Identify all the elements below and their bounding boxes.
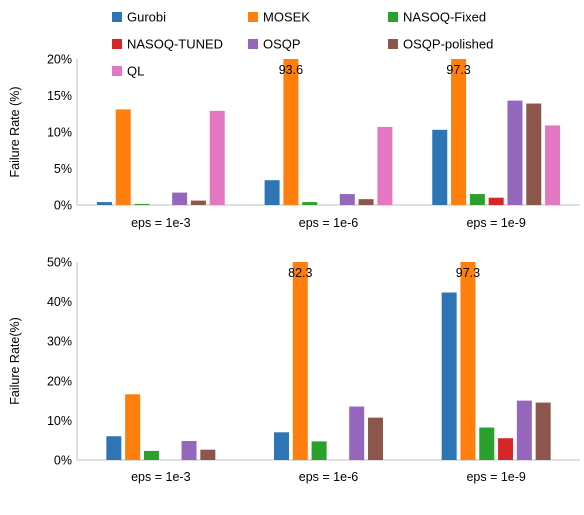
legend-swatch	[112, 39, 122, 49]
bar-ql	[209, 110, 225, 205]
bar-osqp	[172, 192, 188, 205]
bar-osqp	[181, 440, 197, 460]
bar-mosek	[451, 59, 467, 205]
bar-osqp-polished	[368, 417, 383, 460]
y-axis-label: Failure Rate(%)	[8, 317, 22, 405]
x-category-label: eps = 1e-9	[466, 470, 525, 484]
y-tick-label: 10%	[47, 414, 72, 428]
chart-panel-2: 0% 10% 20% 30% 40% 50% Failure Rate(%) eps = 1e…	[8, 256, 580, 484]
y-tick-label: 0%	[54, 199, 72, 213]
bar-nasoq-fixed	[302, 202, 318, 205]
x-category-label: eps = 1e-6	[299, 470, 358, 484]
bar-ql	[377, 126, 393, 205]
legend-label: NASOQ-Fixed	[403, 10, 486, 25]
legend-item-mosek: MOSEK	[248, 10, 310, 25]
legend-swatch	[248, 12, 258, 22]
bar-ql	[545, 125, 561, 205]
bar-nasoq-fixed	[143, 450, 159, 460]
bar-osqp-polished	[535, 402, 551, 460]
bar-mosek	[115, 109, 131, 205]
bar-osqp-polished	[200, 449, 216, 460]
data-label: 97.3	[446, 63, 470, 77]
bar-nasoq-tuned	[498, 438, 514, 460]
data-label: 82.3	[288, 266, 312, 280]
y-tick-label: 20%	[47, 374, 72, 388]
legend-label: MOSEK	[263, 10, 310, 25]
legend-swatch	[388, 12, 398, 22]
legend-item-ql: QL	[112, 64, 144, 79]
x-category-label: eps = 1e-6	[299, 216, 358, 230]
legend-item-gurobi: Gurobi	[112, 10, 166, 25]
y-tick-label: 30%	[47, 335, 72, 349]
y-tick-label: 20%	[47, 53, 72, 67]
bar-mosek	[292, 262, 308, 460]
legend: Gurobi MOSEK NASOQ-Fixed NASOQ-TUNED OSQP OSQ…	[112, 10, 493, 79]
y-tick-label: 0%	[54, 454, 72, 468]
legend-swatch	[248, 39, 258, 49]
chart-panel-1: 0% 5% 10% 15% 20% Failure Rate (%) eps = 1e-3 e…	[8, 53, 580, 230]
bar-nasoq-tuned	[488, 197, 504, 205]
legend-label: Gurobi	[127, 10, 166, 25]
bar-mosek	[125, 394, 141, 460]
bar-gurobi	[432, 129, 448, 205]
bar-nasoq-fixed	[311, 441, 327, 460]
legend-item-osqp-polished: OSQP-polished	[388, 37, 493, 52]
x-category-label: eps = 1e-9	[466, 216, 525, 230]
legend-item-nasoq-fixed: NASOQ-Fixed	[388, 10, 486, 25]
y-tick-label: 10%	[47, 126, 72, 140]
y-tick-label: 40%	[47, 295, 72, 309]
y-tick-label: 15%	[47, 89, 72, 103]
bar-gurobi	[106, 436, 122, 460]
bar-gurobi	[264, 180, 280, 205]
bar-osqp-polished	[358, 199, 374, 205]
legend-label: OSQP	[263, 37, 301, 52]
legend-swatch	[112, 66, 122, 76]
legend-swatch	[112, 12, 122, 22]
bar-mosek	[460, 262, 476, 460]
legend-label: QL	[127, 64, 144, 79]
x-category-label: eps = 1e-3	[131, 216, 190, 230]
data-label: 93.6	[279, 63, 303, 77]
bar-nasoq-fixed	[469, 194, 485, 205]
y-axis-label: Failure Rate (%)	[8, 87, 22, 178]
bar-osqp	[516, 400, 532, 460]
bar-gurobi	[274, 432, 289, 460]
bar-nasoq-fixed	[479, 427, 495, 460]
bar-osqp	[349, 406, 365, 460]
legend-label: OSQP-polished	[403, 37, 493, 52]
y-tick-label: 50%	[47, 256, 72, 270]
legend-swatch	[388, 39, 398, 49]
x-category-label: eps = 1e-3	[131, 470, 190, 484]
bar-mosek	[283, 59, 299, 205]
bar-osqp	[507, 100, 523, 205]
bar-osqp-polished	[526, 103, 542, 205]
bar-gurobi	[96, 202, 112, 205]
bar-gurobi	[441, 292, 457, 460]
bar-osqp-polished	[190, 200, 206, 205]
data-label: 97.3	[456, 266, 480, 280]
bar-osqp	[339, 194, 355, 205]
legend-item-nasoq-tuned: NASOQ-TUNED	[112, 37, 223, 52]
y-tick-label: 5%	[54, 162, 72, 176]
legend-item-osqp: OSQP	[248, 37, 301, 52]
bar-nasoq-fixed	[134, 203, 150, 205]
legend-label: NASOQ-TUNED	[127, 37, 223, 52]
